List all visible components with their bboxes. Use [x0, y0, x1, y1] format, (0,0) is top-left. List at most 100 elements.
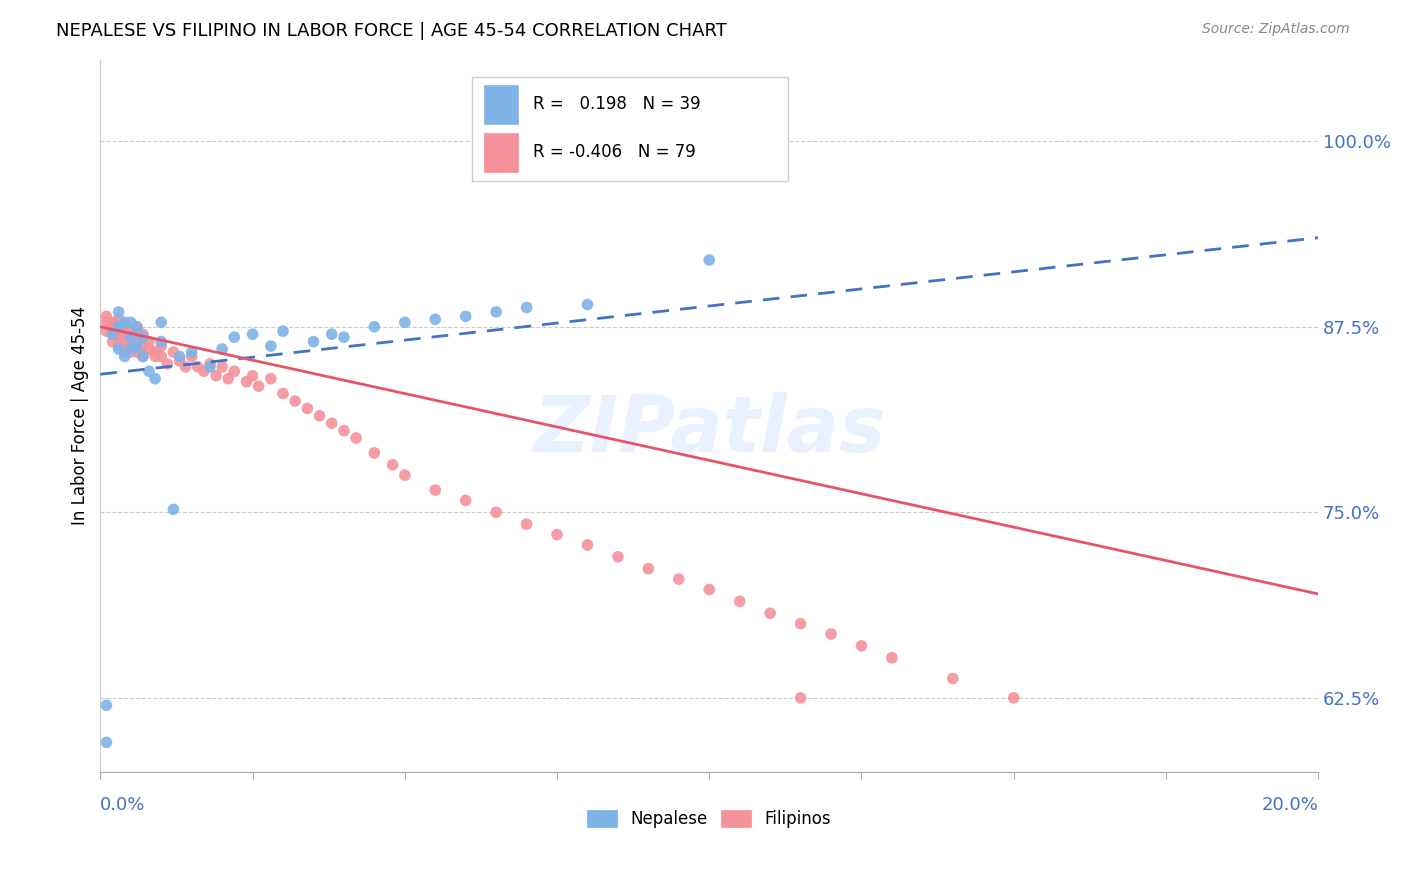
Point: [101, 327, 124, 342]
Point: [125, 319, 148, 334]
Point: [169, 354, 191, 368]
Point: [107, 339, 129, 353]
Point: [143, 350, 166, 364]
Point: [120, 345, 142, 359]
Point: [132, 350, 155, 364]
Point: [107, 312, 129, 326]
Point: [454, 493, 477, 508]
Point: [217, 372, 239, 386]
Point: [485, 505, 508, 519]
Point: [125, 334, 148, 349]
Y-axis label: In Labor Force | Age 45-54: In Labor Force | Age 45-54: [72, 306, 89, 525]
Point: [162, 502, 184, 516]
Point: [120, 330, 142, 344]
Point: [321, 416, 343, 430]
Point: [546, 527, 568, 541]
Point: [454, 310, 477, 324]
Point: [333, 330, 356, 344]
Point: [576, 297, 599, 311]
Text: ZIPatlas: ZIPatlas: [533, 392, 886, 468]
Point: [271, 386, 294, 401]
Point: [668, 572, 690, 586]
Point: [851, 639, 873, 653]
Point: [125, 319, 148, 334]
Point: [120, 339, 142, 353]
Point: [114, 318, 136, 333]
Point: [101, 315, 124, 329]
Point: [198, 357, 221, 371]
Point: [333, 424, 356, 438]
Point: [193, 364, 215, 378]
Point: [516, 517, 538, 532]
Point: [485, 305, 508, 319]
Legend: Nepalese, Filipinos: Nepalese, Filipinos: [581, 804, 838, 835]
Point: [242, 368, 264, 383]
Point: [425, 312, 447, 326]
Text: R =   0.198   N = 39: R = 0.198 N = 39: [533, 95, 700, 113]
Point: [789, 616, 811, 631]
Point: [789, 690, 811, 705]
Text: 20.0%: 20.0%: [1261, 796, 1319, 814]
Point: [942, 672, 965, 686]
Point: [107, 319, 129, 334]
Point: [363, 446, 385, 460]
Point: [169, 350, 191, 364]
Point: [120, 342, 142, 356]
Point: [576, 538, 599, 552]
Point: [363, 319, 385, 334]
Point: [114, 334, 136, 349]
Point: [394, 468, 416, 483]
Point: [205, 368, 228, 383]
Point: [260, 372, 283, 386]
Text: 0.0%: 0.0%: [100, 796, 146, 814]
Point: [321, 327, 343, 342]
Point: [271, 324, 294, 338]
Point: [96, 315, 118, 329]
Point: [247, 379, 270, 393]
Point: [125, 345, 148, 359]
Point: [381, 458, 404, 472]
Point: [759, 606, 782, 620]
Point: [516, 301, 538, 315]
Point: [125, 327, 148, 342]
Point: [697, 252, 720, 267]
Point: [107, 319, 129, 334]
Point: [198, 359, 221, 374]
Point: [224, 364, 246, 378]
Point: [96, 310, 118, 324]
Point: [260, 339, 283, 353]
Point: [820, 627, 842, 641]
Text: NEPALESE VS FILIPINO IN LABOR FORCE | AGE 45-54 CORRELATION CHART: NEPALESE VS FILIPINO IN LABOR FORCE | AG…: [56, 22, 727, 40]
Point: [132, 339, 155, 353]
Point: [150, 350, 173, 364]
Point: [120, 330, 142, 344]
Point: [1002, 690, 1025, 705]
Point: [107, 305, 129, 319]
Point: [114, 350, 136, 364]
Point: [96, 324, 118, 338]
Point: [107, 327, 129, 342]
Point: [143, 345, 166, 359]
Point: [114, 339, 136, 353]
Point: [187, 359, 209, 374]
Point: [394, 315, 416, 329]
Point: [107, 330, 129, 344]
Point: [297, 401, 319, 416]
Point: [143, 372, 166, 386]
Point: [174, 359, 197, 374]
Point: [728, 594, 751, 608]
Point: [425, 483, 447, 497]
Point: [156, 357, 179, 371]
Point: [637, 562, 659, 576]
Point: [114, 327, 136, 342]
Point: [101, 334, 124, 349]
Point: [211, 342, 233, 356]
Point: [180, 345, 202, 359]
Point: [114, 315, 136, 329]
Point: [96, 698, 118, 713]
Point: [96, 735, 118, 749]
Point: [101, 327, 124, 342]
Point: [302, 334, 325, 349]
Text: Source: ZipAtlas.com: Source: ZipAtlas.com: [1202, 22, 1350, 37]
Point: [150, 334, 173, 349]
